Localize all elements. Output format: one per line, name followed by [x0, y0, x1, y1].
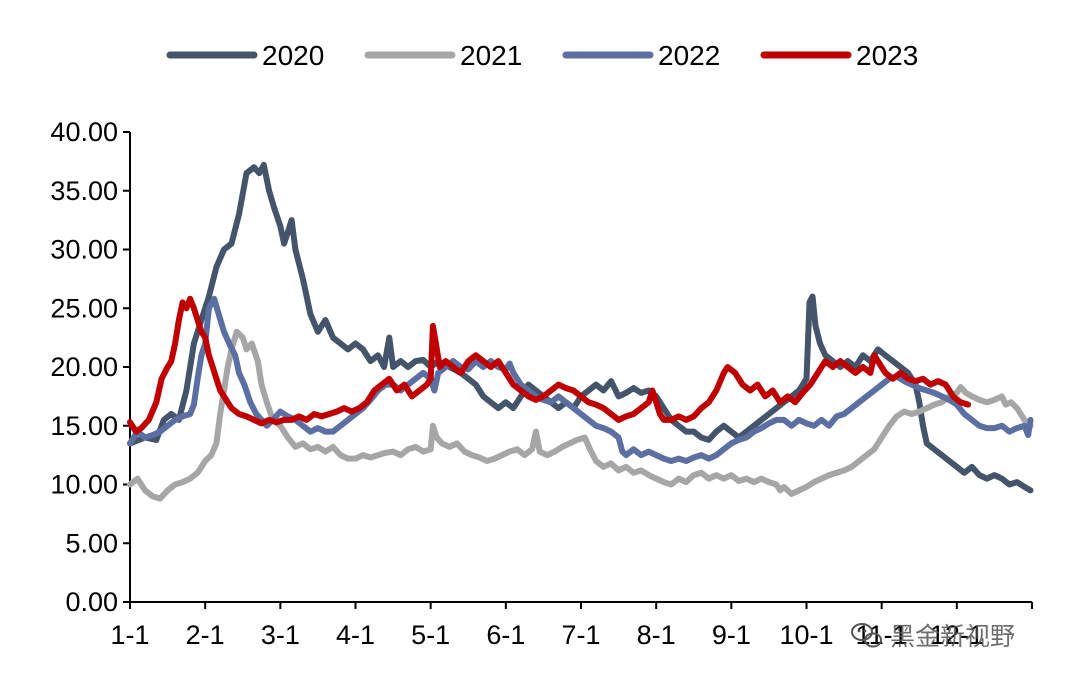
x-tick-label: 7-1: [561, 620, 600, 650]
legend-item-2020: 2020: [166, 40, 324, 71]
y-tick-label: 35.00: [50, 176, 118, 206]
y-axis: 0.00 5.00 10.00 15.00 20.00 25.00 30.00 35.00 40…: [50, 117, 131, 617]
legend-item-2022: 2022: [562, 40, 720, 71]
y-tick-label: 0.00: [65, 587, 118, 617]
y-tick-label: 20.00: [50, 352, 118, 382]
x-tick-label: 5-1: [411, 620, 450, 650]
y-tick-label: 5.00: [65, 528, 118, 558]
legend-item-2021: 2021: [364, 40, 522, 71]
legend-label: 2023: [856, 40, 918, 71]
series-line-2022: [127, 295, 1034, 464]
series-line-2021: [127, 328, 1034, 502]
legend-label: 2022: [658, 40, 720, 71]
x-axis: 1-1 2-1 3-1 4-1 5-1 6-1 7-1 8-1 9-1 10-1 11-1 12-1: [110, 601, 1033, 650]
x-tick-label: 4-1: [336, 620, 375, 650]
x-tick-label: 8-1: [637, 620, 676, 650]
x-tick-label: 2-1: [186, 620, 225, 650]
series-layer: [127, 161, 1034, 502]
watermark: 黑金新视野: [851, 622, 1015, 651]
y-tick-label: 30.00: [50, 235, 118, 265]
x-tick-label: 12-1: [930, 620, 984, 650]
watermark-text: 黑金新视野: [890, 622, 1015, 651]
x-tick-label: 10-1: [779, 620, 833, 650]
wechat-icon: [851, 623, 882, 648]
legend-item-2023: 2023: [760, 40, 918, 71]
y-tick-label: 10.00: [50, 470, 118, 500]
y-tick-label: 15.00: [50, 411, 118, 441]
legend: 2020 2021 2022 2023: [166, 40, 918, 71]
x-tick-label: 3-1: [261, 620, 300, 650]
x-tick-label: 1-1: [110, 620, 149, 650]
legend-label: 2020: [262, 40, 324, 71]
y-tick-label: 25.00: [50, 293, 118, 323]
x-tick-label: 9-1: [712, 620, 751, 650]
x-tick-label: 6-1: [486, 620, 525, 650]
series-line-2023: [127, 295, 972, 435]
y-tick-label: 40.00: [50, 117, 118, 147]
series-line-2020: [127, 161, 1034, 494]
legend-label: 2021: [460, 40, 522, 71]
